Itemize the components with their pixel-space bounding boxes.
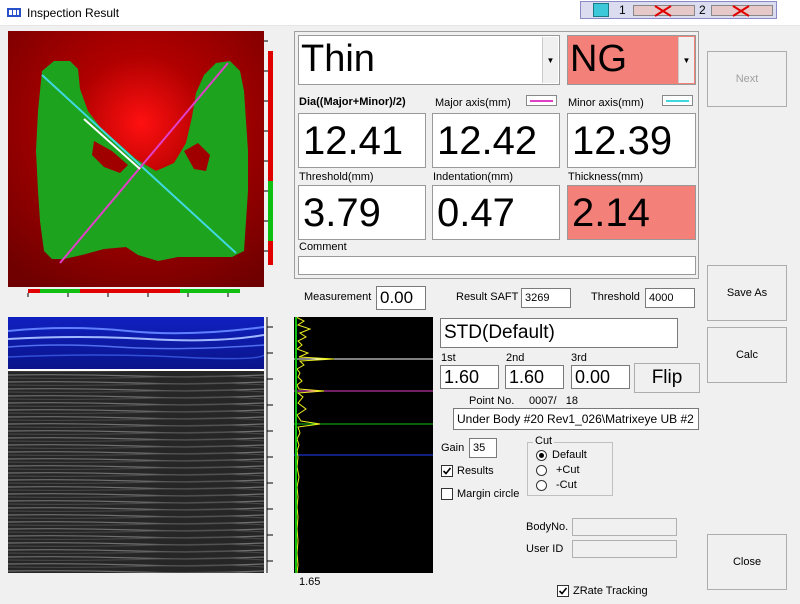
indentation-value: 0.47 (437, 191, 515, 235)
probe-1-slot[interactable] (633, 5, 695, 17)
major-axis-label: Major axis(mm) (435, 97, 511, 109)
result-saft-label: Result SAFT (456, 291, 519, 303)
cut-plus-label: +Cut (556, 464, 580, 476)
margin-circle-checkbox[interactable] (441, 488, 453, 500)
b-scan-depth-ruler (264, 317, 278, 573)
b-scan-image[interactable] (8, 317, 264, 573)
results-checkbox[interactable] (441, 465, 453, 477)
cut-plus-radio[interactable] (536, 465, 547, 476)
body-no-field[interactable] (572, 518, 677, 536)
comment-label: Comment (299, 241, 347, 253)
probe-2-disconnected-icon (732, 5, 750, 17)
minor-axis-color-swatch (662, 95, 693, 106)
threshold-setting-label: Threshold (591, 291, 640, 303)
thickness-label: Thickness(mm) (568, 171, 644, 183)
threshold-value-box: 3.79 (298, 185, 426, 240)
probe-1-label: 1 (619, 3, 626, 17)
a-scan-waveform[interactable] (294, 317, 433, 573)
cut-group (527, 442, 613, 496)
cut-minus-radio[interactable] (536, 480, 547, 491)
judgement-combo[interactable]: NG ▼ (567, 35, 696, 85)
threshold-label: Threshold(mm) (299, 171, 374, 183)
gate-3rd-label: 3rd (571, 352, 587, 364)
gain-label: Gain (441, 442, 465, 454)
cut-default-radio[interactable] (536, 450, 547, 461)
classification-dropdown-arrow-icon[interactable]: ▼ (542, 37, 558, 83)
app-icon (7, 8, 21, 17)
body-no-label: BodyNo. (526, 521, 569, 533)
thickness-value-box: 2.14 (567, 185, 696, 240)
gate-setting-field[interactable]: STD(Default) (440, 318, 678, 348)
flip-button[interactable]: Flip (634, 363, 700, 393)
margin-circle-label: Margin circle (457, 488, 520, 500)
dia-label: Dia((Major+Minor)/2) (299, 96, 406, 108)
judgement-dropdown-arrow-icon[interactable]: ▼ (678, 37, 694, 83)
c-scan-horizontal-profile (8, 287, 264, 297)
next-button[interactable]: Next (707, 51, 787, 107)
probe-connected-icon (593, 3, 609, 17)
point-no-label: Point No. (469, 395, 515, 407)
major-axis-color-swatch (526, 95, 557, 106)
measurement-value: 0.00 (380, 288, 414, 307)
cut-minus-label: -Cut (556, 479, 577, 491)
comment-input[interactable] (298, 256, 696, 275)
probe-1-disconnected-icon (654, 5, 672, 17)
close-button[interactable]: Close (707, 534, 787, 590)
result-saft-field[interactable]: 3269 (521, 288, 571, 308)
c-scan-image[interactable] (8, 31, 264, 287)
a-scan-bottom-value: 1.65 (299, 576, 321, 588)
point-no-value: 0007/ 18 (529, 395, 578, 407)
thickness-value: 2.14 (572, 191, 650, 235)
threshold-setting-field[interactable]: 4000 (645, 288, 695, 308)
classification-combo[interactable]: Thin ▼ (298, 35, 560, 85)
indentation-value-box: 0.47 (432, 185, 560, 240)
title-bar: Inspection Result 1 2 (0, 0, 800, 26)
threshold-value: 3.79 (303, 191, 381, 235)
measurement-field[interactable]: 0.00 (376, 286, 426, 310)
user-id-field[interactable] (572, 540, 677, 558)
file-path-field[interactable]: Under Body #20 Rev1_026\Matrixeye UB #2 (453, 408, 699, 430)
dia-value: 12.41 (303, 119, 404, 163)
gate-1st-field[interactable]: 1.60 (440, 365, 499, 389)
check-icon (442, 467, 452, 475)
user-id-label: User ID (526, 543, 564, 555)
minor-axis-value-box: 12.39 (567, 113, 696, 168)
zrate-tracking-checkbox[interactable] (557, 585, 569, 597)
gate-setting-name: STD(Default) (444, 322, 555, 343)
probe-2-label: 2 (699, 3, 706, 17)
zrate-tracking-label: ZRate Tracking (573, 585, 648, 597)
calc-button[interactable]: Calc (707, 327, 787, 383)
gate-2nd-field[interactable]: 1.60 (505, 365, 564, 389)
cut-default-label: Default (552, 449, 587, 461)
cut-group-title: Cut (533, 435, 555, 447)
judgement-value: NG (570, 38, 627, 80)
gain-field[interactable]: 35 (469, 438, 497, 458)
c-scan-vertical-profile (264, 31, 278, 287)
save-as-button[interactable]: Save As (707, 265, 787, 321)
indentation-label: Indentation(mm) (433, 171, 514, 183)
major-axis-value-box: 12.42 (432, 113, 560, 168)
check-icon (558, 587, 568, 595)
minor-axis-value: 12.39 (572, 119, 673, 163)
minor-axis-label: Minor axis(mm) (568, 97, 644, 109)
gate-2nd-label: 2nd (506, 352, 525, 364)
probe-2-slot[interactable] (711, 5, 773, 17)
classification-value: Thin (301, 38, 375, 80)
gate-1st-label: 1st (441, 352, 456, 364)
probe-status-bar: 1 2 (580, 1, 777, 19)
gate-3rd-field[interactable]: 0.00 (571, 365, 630, 389)
results-label: Results (457, 465, 494, 477)
dia-value-box: 12.41 (298, 113, 426, 168)
major-axis-value: 12.42 (437, 119, 538, 163)
measurement-label: Measurement (304, 291, 372, 303)
window-title: Inspection Result (27, 6, 120, 20)
